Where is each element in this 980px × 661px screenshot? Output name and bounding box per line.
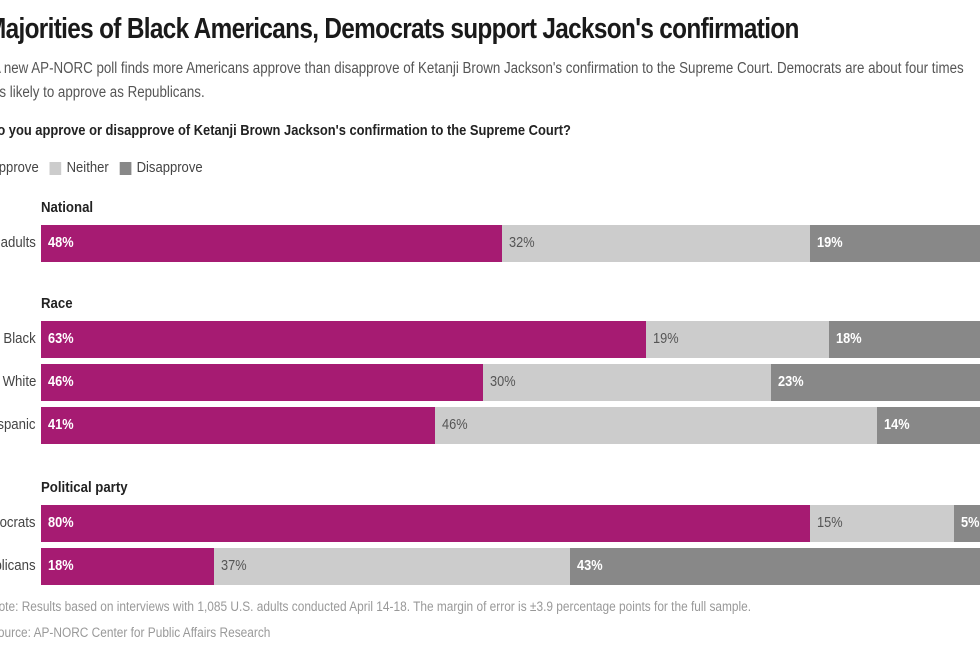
data-label: 63%	[48, 331, 74, 347]
data-label: 14%	[884, 417, 910, 433]
data-label: 80%	[48, 515, 74, 531]
row-label-white: White	[2, 373, 36, 390]
data-label: 48%	[48, 235, 74, 251]
bar-republicans: 18% 37% 43%	[41, 548, 980, 585]
data-label: 19%	[816, 235, 843, 251]
data-label: 23%	[778, 374, 804, 390]
bar-segment-approve-republicans: 18%	[41, 548, 215, 585]
bar-hispanic: 41% 46% 14%	[41, 407, 980, 444]
legend-item-disapprove: Disapprove	[119, 160, 203, 176]
data-label: 15%	[816, 515, 843, 531]
bar-white: 46% 30% 23%	[41, 364, 980, 401]
bar-segment-neither-white: 30%	[483, 364, 772, 401]
data-label: 18%	[836, 331, 862, 347]
data-label: 18%	[48, 558, 74, 574]
bar-segment-neither-hispanic: 46%	[435, 407, 878, 444]
chart-source: Source: AP-NORC Center for Public Affair…	[0, 625, 271, 640]
data-label: 43%	[576, 558, 603, 574]
data-label: 46%	[48, 374, 74, 390]
chart-note: Note: Results based on interviews with 1…	[0, 599, 752, 614]
bar-segment-neither-democrats: 15%	[809, 505, 955, 542]
bar-segment-disapprove-white: 23%	[771, 364, 980, 401]
bar-segment-neither-black: 19%	[646, 321, 830, 358]
chart-subtitle: A new AP-NORC poll finds more Americans …	[0, 57, 964, 105]
bar-segment-disapprove-republicans: 43%	[569, 548, 980, 585]
data-label: 41%	[48, 417, 74, 433]
legend-swatch-neither	[49, 161, 62, 175]
row-label-hispanic: Hispanic	[0, 416, 36, 433]
row-label-democrats: Democrats	[0, 514, 37, 531]
bar-segment-approve-all-adults: 48%	[41, 225, 503, 262]
row-label-black: Black	[3, 330, 36, 347]
legend-label-neither: Neither	[66, 160, 109, 176]
bar-segment-disapprove-hispanic: 14%	[877, 407, 980, 444]
legend-label-approve: Approve	[0, 160, 39, 176]
data-label: 5%	[960, 515, 980, 531]
subtitle-line-1: A new AP-NORC poll finds more Americans …	[0, 60, 964, 77]
data-label: 32%	[509, 235, 535, 251]
bar-segment-approve-democrats: 80%	[41, 505, 811, 542]
subtitle-line-2: as likely to approve as Republicans.	[0, 84, 205, 101]
survey-question: Do you approve or disapprove of Ketanji …	[0, 122, 571, 139]
chart-title: Majorities of Black Americans, Democrats…	[0, 13, 799, 45]
bar-segment-approve-black: 63%	[41, 321, 647, 358]
section-heading-race: Race	[41, 295, 73, 312]
data-label: 30%	[490, 374, 516, 390]
bar-segment-approve-hispanic: 41%	[41, 407, 436, 444]
legend-item-neither: Neither	[49, 160, 109, 176]
bar-black: 63% 19% 18%	[41, 321, 980, 358]
row-label-republicans: Republicans	[0, 557, 36, 574]
data-label: 19%	[653, 331, 679, 347]
data-label: 46%	[442, 417, 468, 433]
legend-swatch-disapprove	[119, 161, 132, 175]
section-heading-national: National	[41, 199, 94, 216]
legend: Approve Neither Disapprove	[0, 160, 213, 176]
bar-all-adults: 48% 32% 19%	[41, 225, 980, 262]
row-label-all-adults: All adults	[0, 234, 36, 251]
bar-segment-neither-all-adults: 32%	[502, 225, 811, 262]
bar-segment-approve-white: 46%	[41, 364, 484, 401]
legend-item-approve: Approve	[0, 160, 39, 176]
bar-segment-disapprove-democrats: 5%	[953, 505, 980, 542]
bar-segment-disapprove-black: 18%	[829, 321, 980, 358]
legend-label-disapprove: Disapprove	[136, 160, 203, 176]
bar-segment-disapprove-all-adults: 19%	[809, 225, 980, 262]
bar-democrats: 80% 15% 5%	[41, 505, 980, 542]
bar-segment-neither-republicans: 37%	[213, 548, 571, 585]
data-label: 37%	[220, 558, 247, 574]
section-heading-political-party: Political party	[41, 479, 128, 496]
